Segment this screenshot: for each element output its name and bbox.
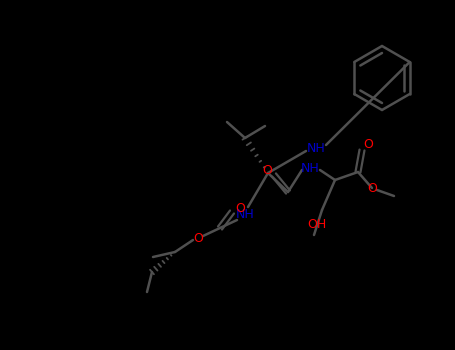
- Text: NH: NH: [236, 209, 254, 222]
- Text: O: O: [363, 139, 373, 152]
- Text: O: O: [193, 231, 203, 245]
- Text: O: O: [262, 163, 272, 176]
- Text: O: O: [367, 182, 377, 195]
- Text: OH: OH: [308, 218, 327, 231]
- Text: NH: NH: [301, 161, 319, 175]
- Text: NH: NH: [307, 141, 325, 154]
- Text: O: O: [235, 202, 245, 215]
